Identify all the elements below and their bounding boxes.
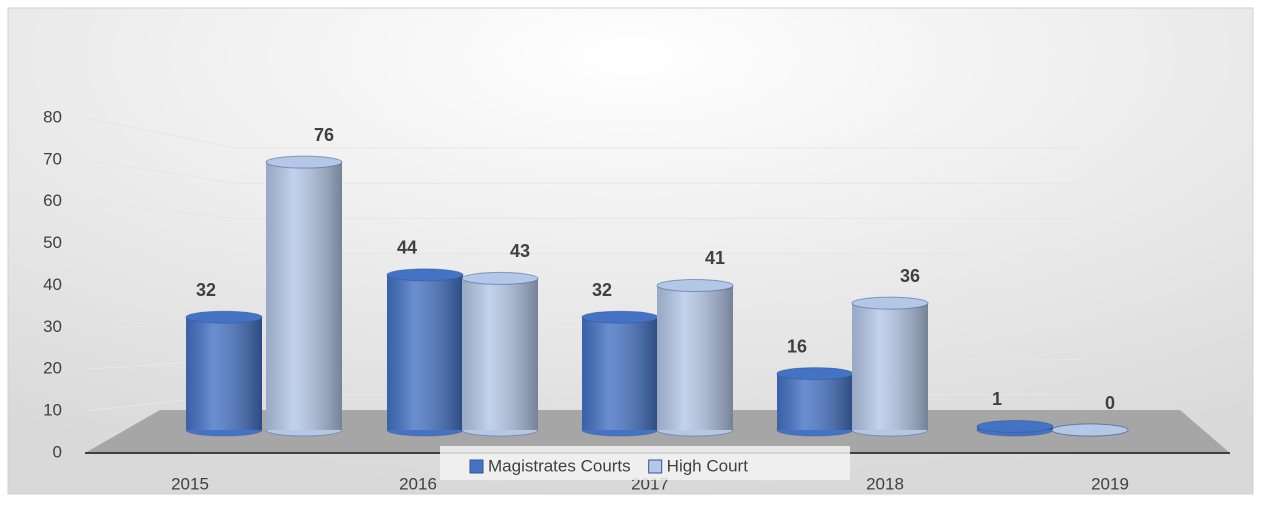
bar-shade: [266, 162, 342, 430]
bar-shade: [657, 285, 733, 430]
bar-top: [265, 155, 343, 169]
y-tick-label: 40: [43, 275, 62, 294]
legend-box: [440, 446, 850, 480]
value-label: 32: [592, 280, 612, 300]
bar-top: [656, 278, 734, 292]
grid-line: [84, 159, 236, 184]
grid-line: [84, 117, 236, 149]
value-label: 1: [992, 389, 1002, 409]
x-tick-label: 2015: [171, 474, 209, 493]
bar-top: [851, 296, 929, 310]
value-label: 32: [196, 280, 216, 300]
bar-top: [461, 271, 539, 285]
x-tick-label: 2019: [1091, 474, 1129, 493]
value-label: 0: [1105, 393, 1115, 413]
floor: [85, 410, 1230, 453]
legend-label: Magistrates Courts: [488, 456, 631, 475]
legend-swatch: [469, 459, 484, 474]
value-label: 76: [314, 125, 334, 145]
y-tick-label: 50: [43, 233, 62, 252]
bar-top: [776, 367, 854, 381]
y-tick-label: 80: [43, 107, 62, 126]
bar-shade: [777, 373, 853, 430]
value-label: 44: [397, 238, 417, 258]
bar-top: [1051, 423, 1129, 437]
bar-top: [976, 419, 1054, 433]
value-label: 16: [787, 336, 807, 356]
bar-shade: [852, 303, 928, 430]
x-tick-label: 2016: [399, 474, 437, 493]
value-label: 36: [900, 266, 920, 286]
y-tick-label: 10: [43, 401, 62, 420]
y-tick-label: 0: [53, 442, 62, 461]
y-tick-label: 60: [43, 191, 62, 210]
bar-shade: [186, 317, 262, 430]
bar-top: [386, 268, 464, 282]
y-tick-label: 30: [43, 317, 62, 336]
y-tick-label: 20: [43, 359, 62, 378]
y-tick-label: 70: [43, 149, 62, 168]
bar-shade: [582, 317, 658, 430]
legend-label: High Court: [667, 456, 749, 475]
x-tick-label: 2018: [866, 474, 904, 493]
bar-shade: [387, 274, 463, 430]
value-label: 41: [705, 248, 725, 268]
legend-swatch: [648, 459, 663, 474]
grid-line: [84, 243, 236, 255]
bar-shade: [462, 278, 538, 430]
value-label: 43: [510, 241, 530, 261]
grid-line: [84, 201, 236, 219]
grid-line: [84, 285, 236, 290]
bar-top: [581, 310, 659, 324]
bar-top: [185, 310, 263, 324]
